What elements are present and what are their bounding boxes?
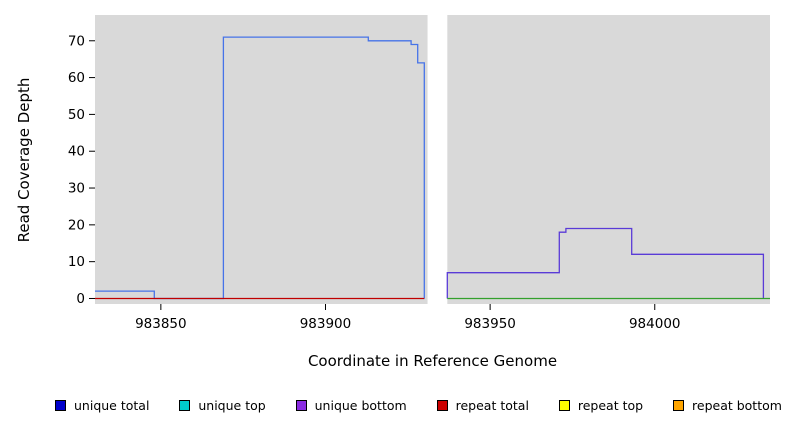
legend-label: unique top (198, 398, 266, 413)
legend-swatch (558, 400, 570, 411)
svg-text:20: 20 (68, 217, 85, 233)
legend-item: unique bottom (295, 398, 407, 413)
legend-item: repeat top (558, 398, 644, 413)
legend-label: unique bottom (314, 398, 407, 413)
legend-swatch (179, 400, 191, 411)
y-axis-title: Read Coverage Depth (15, 77, 33, 243)
legend-swatch (673, 400, 685, 411)
legend-item: repeat total (436, 398, 529, 413)
svg-text:984000: 984000 (629, 316, 681, 332)
legend-item: unique top (179, 398, 266, 413)
svg-text:983850: 983850 (135, 316, 187, 332)
x-axis-title: Coordinate in Reference Genome (307, 352, 558, 370)
coverage-chart: 983850 983900 983950 984000 0 10 20 30 40 50 60 70 (68, 15, 770, 332)
svg-text:40: 40 (68, 144, 85, 160)
svg-text:983950: 983950 (464, 316, 516, 332)
legend-item: repeat bottom (673, 398, 782, 413)
svg-text:50: 50 (68, 107, 85, 123)
svg-text:30: 30 (68, 181, 85, 197)
legend-label: repeat bottom (692, 398, 782, 413)
legend: unique total unique top unique bottom re… (0, 398, 792, 413)
legend-item: unique total (55, 398, 149, 413)
svg-text:10: 10 (68, 254, 85, 270)
legend-label: repeat top (577, 398, 644, 413)
svg-text:70: 70 (68, 33, 85, 49)
legend-swatch (295, 400, 307, 411)
legend-swatch (55, 400, 66, 411)
legend-label: repeat total (455, 398, 529, 413)
svg-text:0: 0 (76, 291, 85, 307)
legend-swatch (436, 400, 448, 411)
svg-text:983900: 983900 (300, 316, 352, 332)
legend-label: unique total (74, 398, 150, 413)
svg-text:60: 60 (68, 70, 85, 86)
